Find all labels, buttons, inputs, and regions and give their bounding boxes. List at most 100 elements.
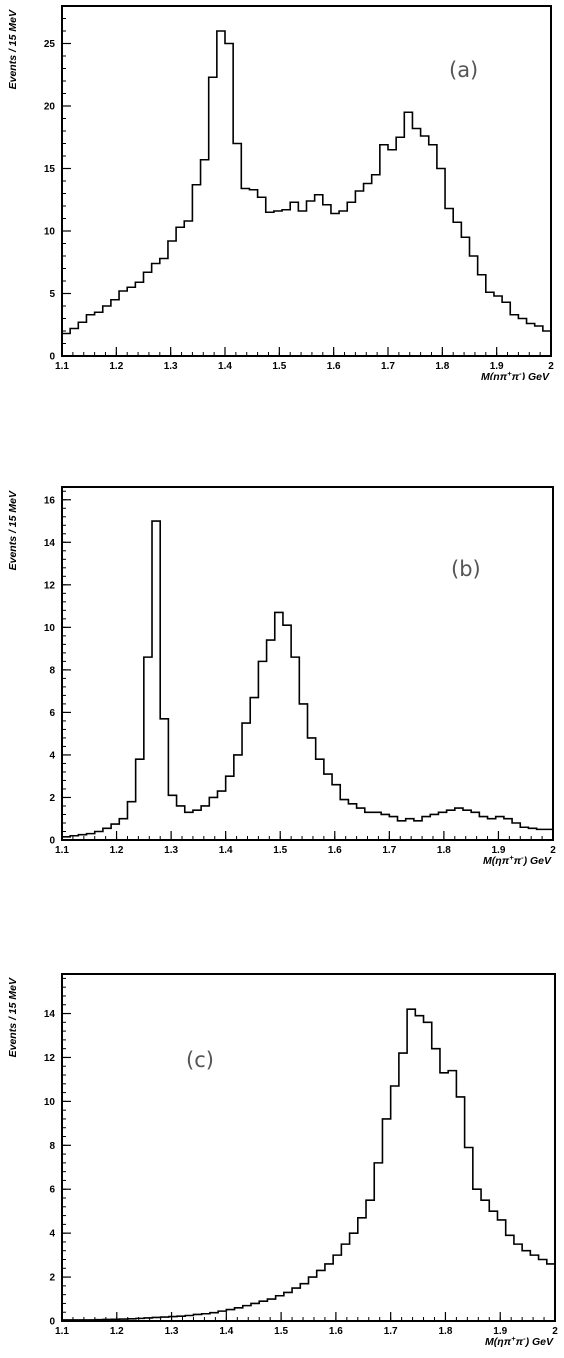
x-tick-label: 1.5 [273, 845, 287, 856]
y-tick-label: 4 [49, 1229, 55, 1240]
panel-tag-label: (b) [451, 557, 481, 581]
histogram-bin [497, 1220, 505, 1321]
histogram-bin [496, 817, 504, 840]
histogram-bin [504, 819, 512, 840]
histogram-bin [152, 521, 160, 840]
x-tick-label: 1.1 [55, 361, 69, 372]
histogram-bin [70, 329, 78, 357]
histogram-bin [300, 1284, 308, 1321]
histogram-bin [502, 302, 510, 356]
histogram-bin [355, 191, 363, 356]
histogram-bin [512, 823, 520, 840]
histogram-bin [389, 817, 397, 840]
histogram-bin [518, 319, 526, 357]
histogram-bin [95, 831, 103, 840]
histogram-bin [168, 795, 176, 840]
histogram-bin [547, 1264, 555, 1321]
y-tick-label: 16 [44, 495, 56, 506]
histogram-bin [95, 312, 103, 356]
histogram-bin [374, 1163, 382, 1321]
histogram-bin [299, 704, 307, 840]
x-tick-label: 1.1 [55, 1326, 69, 1337]
histogram-bin [380, 145, 388, 356]
histogram-bin [250, 698, 258, 840]
histogram-bin [111, 824, 119, 840]
y-tick-label: 8 [49, 665, 55, 676]
histogram-bin [545, 829, 553, 840]
histogram-bin [185, 812, 193, 840]
histogram-bin [202, 1314, 210, 1321]
histogram-bin [366, 1200, 374, 1321]
histogram-bin [144, 272, 152, 356]
histogram-bin [218, 1311, 226, 1321]
histogram-bin [136, 1318, 144, 1321]
histogram-bin [456, 1097, 464, 1321]
histogram-bin [438, 812, 446, 840]
x-tick-label: 1.5 [272, 361, 286, 372]
histogram-bin [414, 821, 422, 840]
histogram-bin [78, 835, 86, 840]
histogram-bin [348, 804, 356, 840]
histogram-bin [453, 222, 461, 356]
histogram-bin [111, 300, 119, 356]
histogram-bin [325, 1264, 333, 1321]
histogram-bin [160, 719, 168, 840]
x-tick-label: 1.8 [437, 845, 451, 856]
histogram-bin [226, 1310, 234, 1321]
y-tick-label: 4 [49, 750, 55, 761]
histogram-bin [258, 197, 266, 356]
y-tick-label: 10 [44, 1097, 56, 1108]
histogram-bin [127, 802, 135, 840]
x-tick-label: 1.5 [274, 1326, 288, 1337]
histogram-bin [249, 190, 257, 356]
histogram-bin [535, 326, 543, 356]
y-tick-label: 12 [44, 1053, 56, 1064]
histogram-bin [365, 812, 373, 840]
histogram-bin [478, 275, 486, 356]
histogram-bin [388, 150, 396, 356]
histogram-bin [398, 821, 406, 840]
histogram-bin [266, 212, 274, 356]
y-tick-label: 14 [44, 1009, 56, 1020]
histogram-chart-b: 1.1 1.2 1.3 1.4 1.5 1.6 1.7 1.8 1.9 2 0 2 4 6 8 10 12 14 1… [7, 486, 556, 867]
histogram-bin [176, 227, 184, 356]
histogram-bin [530, 1255, 538, 1321]
histogram-bin [422, 817, 430, 840]
histogram-chart-a: 1.1 1.2 1.3 1.4 1.5 1.6 1.7 1.8 1.9 20510152025Ev… [7, 5, 554, 380]
histogram-bin [364, 184, 372, 357]
histogram-bin [225, 44, 233, 357]
histogram-bin [307, 201, 315, 356]
y-tick-label: 2 [49, 793, 55, 804]
histogram-bin [429, 145, 437, 356]
histogram-bin [415, 1016, 423, 1321]
x-tick-label: 2 [548, 361, 554, 372]
histogram-bin [210, 1313, 218, 1321]
histogram-bin [193, 1314, 201, 1321]
x-tick-label: 1.8 [435, 361, 449, 372]
histogram-bin [127, 287, 135, 356]
x-tick-label: 1.6 [329, 1326, 343, 1337]
panel-tag-label: (a) [449, 58, 478, 82]
histogram-step-line [62, 520, 553, 838]
y-tick-label: 0 [49, 836, 55, 847]
histogram-bin [332, 785, 340, 840]
histogram-bin [537, 829, 545, 840]
y-tick-label: 0 [49, 1317, 55, 1328]
plot-frame [61, 973, 556, 1322]
histogram-bin [481, 1200, 489, 1321]
histogram-bin [341, 1244, 349, 1321]
histogram-bin [209, 797, 217, 840]
histogram-bin [522, 1251, 530, 1321]
x-axis-title: M(ηπ+π-) GeV [485, 1334, 554, 1348]
histogram-bin [70, 1320, 78, 1321]
histogram-bin [539, 1260, 547, 1321]
histogram-bin [233, 144, 241, 357]
histogram-bin [290, 202, 298, 356]
histogram-bin [87, 834, 95, 840]
histogram-bin [424, 1022, 432, 1321]
histogram-bin [473, 1189, 481, 1321]
histogram-bin [267, 640, 275, 840]
y-tick-label: 6 [49, 1185, 55, 1196]
histogram-bin [87, 1320, 95, 1321]
histogram-bin [242, 723, 250, 840]
